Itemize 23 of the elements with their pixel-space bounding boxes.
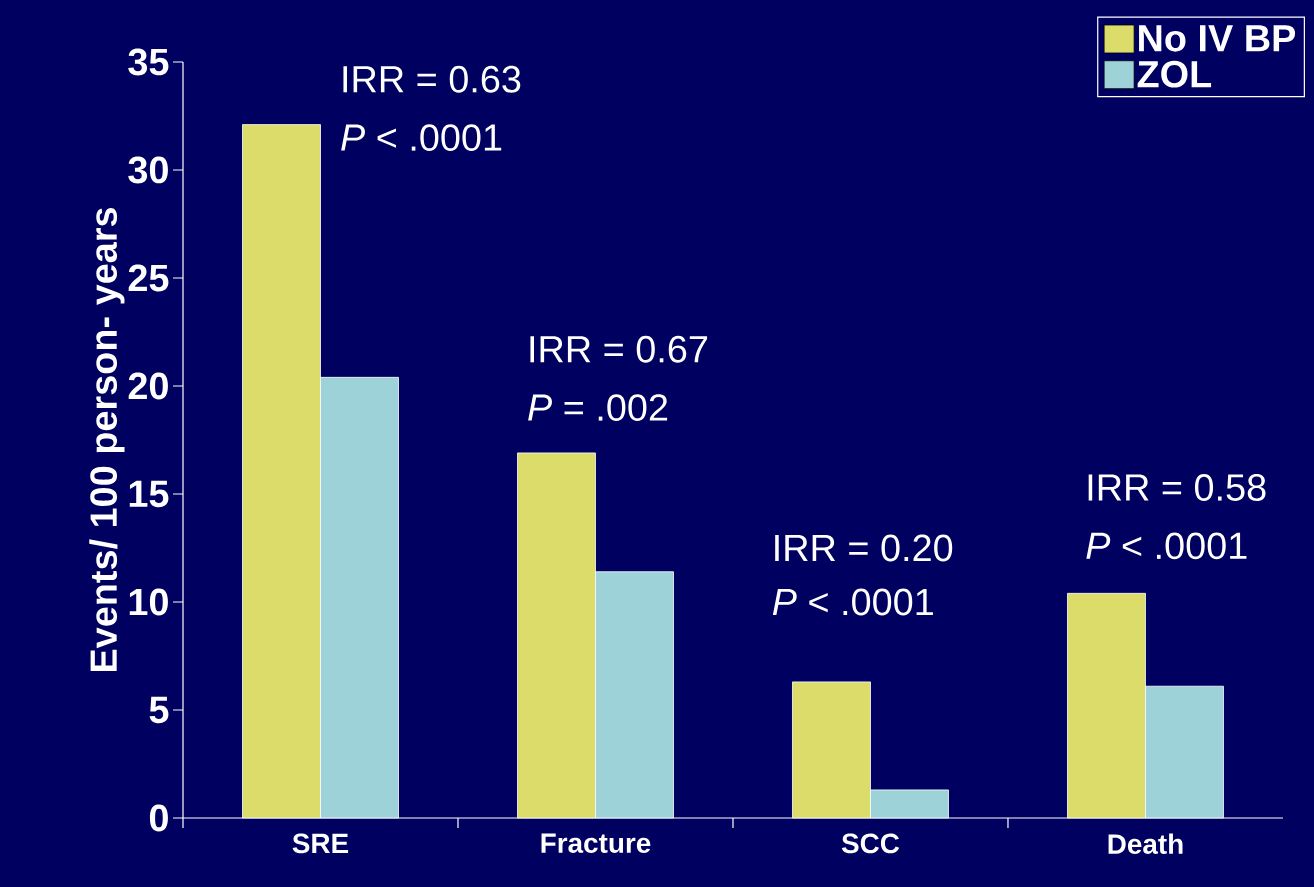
x-tick-label: Fracture xyxy=(541,833,651,853)
legend-label: ZOL xyxy=(1137,60,1212,88)
y-axis-title: Events/ 100 person- years xyxy=(89,208,125,672)
annotation: P = .002 xyxy=(528,394,668,421)
y-tick-label: 5 xyxy=(149,696,169,724)
annotation: IRR = 0.20 xyxy=(775,534,953,562)
legend-label: No IV BP xyxy=(1139,25,1296,52)
annotation: IRR = 0.67 xyxy=(530,335,708,363)
y-tick-label: 35 xyxy=(128,48,169,76)
y-tick-label: 10 xyxy=(129,588,168,616)
y-tick-label: 0 xyxy=(149,804,168,832)
y-tick-label: 20 xyxy=(128,372,168,400)
annotation: P < .0001 xyxy=(1086,532,1247,560)
x-tick-label: SRE xyxy=(292,833,349,854)
y-tick-label: 15 xyxy=(129,480,169,508)
x-tick-label: Death xyxy=(1108,833,1183,854)
y-tick-label: 25 xyxy=(128,264,169,292)
annotation: IRR = 0.63 xyxy=(343,65,521,93)
annotation: P < .0001 xyxy=(341,124,502,151)
annotation: IRR = 0.58 xyxy=(1088,474,1266,501)
x-tick-label: SCC xyxy=(841,833,900,854)
y-tick-label: 30 xyxy=(128,156,168,184)
annotation: P < .0001 xyxy=(772,588,933,616)
